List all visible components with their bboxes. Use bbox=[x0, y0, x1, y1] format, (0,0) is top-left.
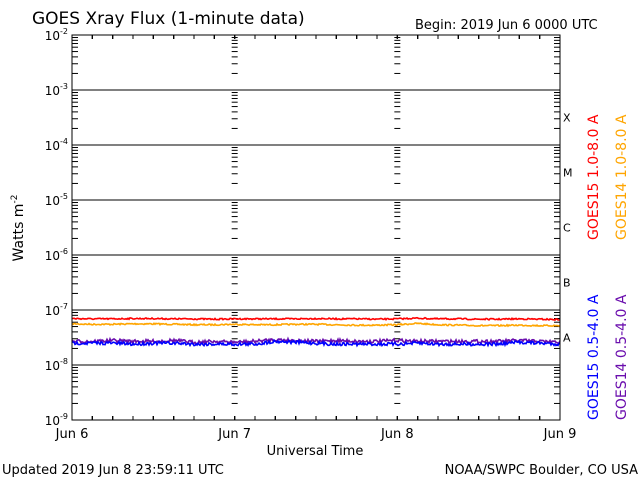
legend-entry: GOES14 0.5-4.0 A bbox=[614, 294, 630, 420]
y-tick-exp: -3 bbox=[60, 82, 68, 91]
x-tick-label: Jun 6 bbox=[55, 427, 89, 442]
y-tick-base: 10 bbox=[45, 304, 60, 318]
y-tick-label: 10-5 bbox=[45, 192, 68, 208]
y-tick-base: 10 bbox=[45, 414, 60, 428]
svg-text:Watts m-2: Watts m-2 bbox=[10, 195, 27, 262]
y-tick-label: 10-9 bbox=[45, 412, 68, 428]
y-tick-label: 10-4 bbox=[45, 137, 68, 153]
flare-class-label: B bbox=[563, 277, 571, 290]
y-tick-label: 10-6 bbox=[45, 247, 68, 263]
legend-label: GOES15 0.5-4.0 A bbox=[586, 294, 602, 420]
legend-label: GOES14 0.5-4.0 A bbox=[614, 294, 630, 420]
credit-text: NOAA/SWPC Boulder, CO USA bbox=[445, 463, 638, 478]
y-tick-exp: -5 bbox=[60, 192, 68, 201]
plot-frame bbox=[71, 34, 561, 421]
flare-class-label: M bbox=[563, 167, 573, 180]
y-tick-exp: -7 bbox=[60, 302, 68, 311]
y-tick-exp: -2 bbox=[60, 27, 68, 36]
y-tick-exp: -9 bbox=[60, 412, 68, 421]
series-line bbox=[71, 338, 561, 348]
updated-text: Updated 2019 Jun 8 23:59:11 UTC bbox=[2, 463, 224, 478]
x-axis-label: Universal Time bbox=[267, 444, 364, 459]
y-tick-label: 10-7 bbox=[45, 302, 68, 318]
legend-entry: GOES15 0.5-4.0 A bbox=[586, 294, 602, 420]
y-tick-base: 10 bbox=[45, 249, 60, 263]
y-tick-label: 10-8 bbox=[45, 357, 68, 373]
y-tick-exp: -4 bbox=[60, 137, 68, 146]
legend-label: GOES14 1.0-8.0 A bbox=[614, 114, 630, 240]
y-tick-label: 10-2 bbox=[45, 27, 68, 43]
x-tick-label: Jun 8 bbox=[380, 427, 414, 442]
y-tick-base: 10 bbox=[45, 29, 60, 43]
begin-label: Begin: 2019 Jun 6 0000 UTC bbox=[415, 18, 598, 33]
series-line bbox=[71, 316, 561, 322]
flare-class-label: X bbox=[563, 112, 571, 125]
y-tick-exp: -8 bbox=[60, 357, 68, 366]
flare-class-label: A bbox=[563, 332, 571, 345]
chart-title: GOES Xray Flux (1-minute data) bbox=[32, 9, 305, 29]
x-tick-label: Jun 9 bbox=[543, 427, 577, 442]
y-axis-label-group: Watts m-2 bbox=[10, 195, 27, 262]
y-tick-base: 10 bbox=[45, 194, 60, 208]
x-tick-label: Jun 7 bbox=[217, 427, 251, 442]
legend-label: GOES15 1.0-8.0 A bbox=[586, 114, 602, 240]
legend-entry: GOES14 1.0-8.0 A bbox=[614, 114, 630, 240]
y-tick-base: 10 bbox=[45, 359, 60, 373]
series-line bbox=[71, 336, 561, 346]
series-line bbox=[71, 322, 561, 328]
legend-entry: GOES15 1.0-8.0 A bbox=[586, 114, 602, 240]
y-tick-exp: -6 bbox=[60, 247, 68, 256]
y-tick-base: 10 bbox=[45, 84, 60, 98]
y-axis-label-sup: -2 bbox=[10, 195, 20, 204]
y-tick-label: 10-3 bbox=[45, 82, 68, 98]
flare-class-label: C bbox=[563, 222, 571, 235]
y-axis-label: Watts m bbox=[11, 204, 27, 262]
y-tick-base: 10 bbox=[45, 139, 60, 153]
